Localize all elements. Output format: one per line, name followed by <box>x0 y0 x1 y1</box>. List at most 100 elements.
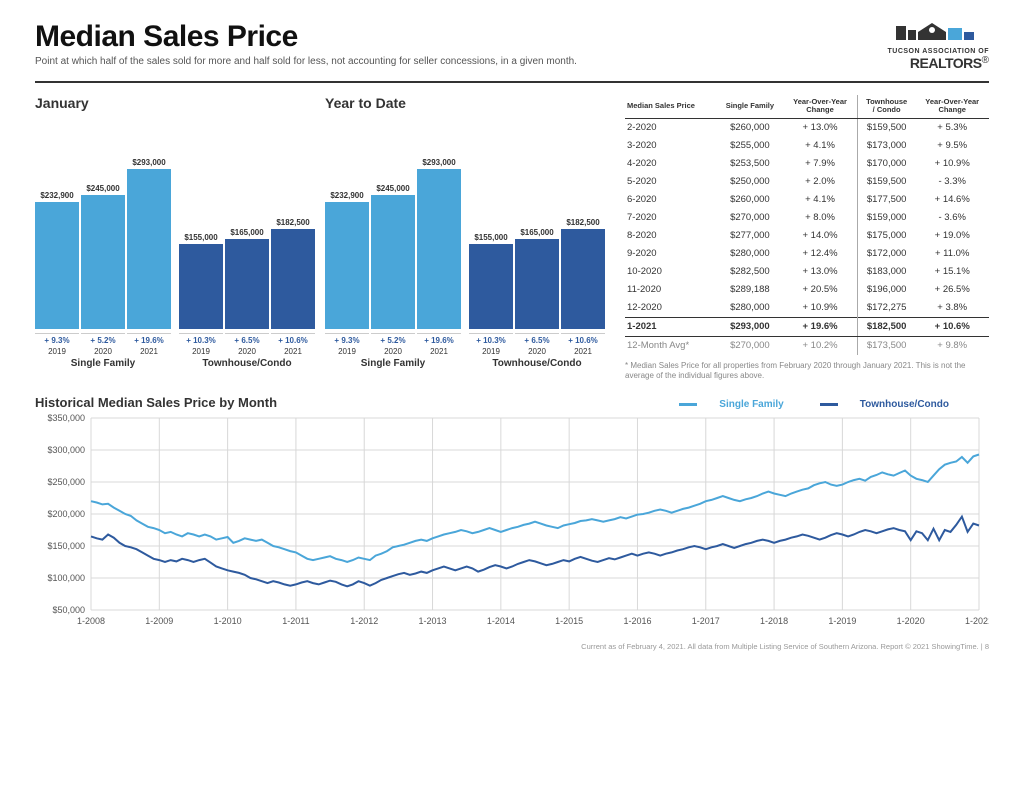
bar-value-label: $293,000 <box>422 158 455 167</box>
table-cell: $170,000 <box>857 155 915 173</box>
table-header: Year-Over-YearChange <box>915 95 989 118</box>
table-cell: $260,000 <box>717 118 784 137</box>
bar-value-label: $165,000 <box>520 228 553 237</box>
table-cell: + 8.0% <box>783 209 857 227</box>
bar-rect <box>561 229 605 329</box>
table-cell: $196,000 <box>857 281 915 299</box>
table-cell: - 3.6% <box>915 209 989 227</box>
table-cell: + 10.9% <box>783 299 857 318</box>
line-chart-section: Historical Median Sales Price by Month S… <box>35 395 989 632</box>
logo-line1: TUCSON ASSOCIATION OF <box>888 48 990 55</box>
table-cell: $159,500 <box>857 118 915 137</box>
table-cell: $173,000 <box>857 137 915 155</box>
data-table-section: Median Sales PriceSingle FamilyYear-Over… <box>625 95 989 381</box>
table-cell: 8-2020 <box>625 227 717 245</box>
bar: $232,900 <box>35 191 79 329</box>
table-header: Median Sales Price <box>625 95 717 118</box>
realtors-logo: TUCSON ASSOCIATION OF REALTORS® <box>888 20 990 73</box>
svg-text:1-2013: 1-2013 <box>419 616 447 626</box>
legend-label: Townhouse/Condo <box>860 399 949 410</box>
table-row: 1-2021$293,000+ 19.6%$182,500+ 10.6% <box>625 317 989 336</box>
bar: $245,000 <box>371 184 415 329</box>
line-chart-svg: $50,000$100,000$150,000$200,000$250,000$… <box>35 412 989 632</box>
bar-year: 2020 <box>81 347 125 356</box>
title-block: Median Sales Price Point at which half o… <box>35 20 577 67</box>
table-cell: + 10.2% <box>783 336 857 355</box>
page-header: Median Sales Price Point at which half o… <box>35 20 989 83</box>
bar-charts-section: January$232,900$245,000$293,000$155,000$… <box>35 95 615 381</box>
bar-value-label: $245,000 <box>376 184 409 193</box>
svg-text:1-2014: 1-2014 <box>487 616 515 626</box>
table-cell: $159,000 <box>857 209 915 227</box>
svg-text:$350,000: $350,000 <box>47 413 85 423</box>
bar-year: 2019 <box>325 347 369 356</box>
table-cell: $293,000 <box>717 317 784 336</box>
top-row: January$232,900$245,000$293,000$155,000$… <box>35 95 989 381</box>
table-cell: + 10.6% <box>915 317 989 336</box>
table-cell: $280,000 <box>717 299 784 318</box>
table-cell: + 9.5% <box>915 137 989 155</box>
bar-rect <box>515 239 559 329</box>
table-cell: $175,000 <box>857 227 915 245</box>
legend-label: Single Family <box>719 399 783 410</box>
svg-text:1-2016: 1-2016 <box>623 616 651 626</box>
table-cell: 3-2020 <box>625 137 717 155</box>
table-cell: 12-2020 <box>625 299 717 318</box>
bar-group: $232,900 $245,000 $293,000 <box>325 158 461 329</box>
table-cell: + 20.5% <box>783 281 857 299</box>
bar-year: 2021 <box>561 347 605 356</box>
bar-year: 2020 <box>225 347 269 356</box>
table-cell: $260,000 <box>717 191 784 209</box>
bar-panel-title: January <box>35 95 315 111</box>
table-row: 3-2020$255,000+ 4.1%$173,000+ 9.5% <box>625 137 989 155</box>
svg-text:$150,000: $150,000 <box>47 541 85 551</box>
svg-text:1-2021: 1-2021 <box>965 616 989 626</box>
bar-value-label: $245,000 <box>86 184 119 193</box>
table-cell: + 19.0% <box>915 227 989 245</box>
bar-rect <box>35 202 79 329</box>
bar-rect <box>371 195 415 329</box>
bar-pct: + 10.3% <box>179 333 223 347</box>
table-cell: + 5.3% <box>915 118 989 137</box>
table-row: 4-2020$253,500+ 7.9%$170,000+ 10.9% <box>625 155 989 173</box>
bar-panel: Year to Date$232,900$245,000$293,000$155… <box>325 95 605 381</box>
table-cell: 2-2020 <box>625 118 717 137</box>
table-cell: $270,000 <box>717 336 784 355</box>
bar-category-label: Townhouse/Condo <box>469 358 605 369</box>
table-cell: 9-2020 <box>625 245 717 263</box>
table-row: 9-2020$280,000+ 12.4%$172,000+ 11.0% <box>625 245 989 263</box>
table-cell: $289,188 <box>717 281 784 299</box>
bar-year: 2021 <box>127 347 171 356</box>
bar-area: $232,900$245,000$293,000$155,000$165,000… <box>35 159 315 329</box>
bar: $182,500 <box>271 218 315 329</box>
svg-text:$50,000: $50,000 <box>52 605 85 615</box>
bar-rect <box>127 169 171 329</box>
table-cell: 6-2020 <box>625 191 717 209</box>
bar-value-label: $232,900 <box>330 191 363 200</box>
table-row: 7-2020$270,000+ 8.0%$159,000- 3.6% <box>625 209 989 227</box>
table-cell: $280,000 <box>717 245 784 263</box>
bar-value-label: $182,500 <box>566 218 599 227</box>
table-cell: + 15.1% <box>915 263 989 281</box>
bar: $293,000 <box>127 158 171 329</box>
svg-text:$200,000: $200,000 <box>47 509 85 519</box>
svg-text:1-2010: 1-2010 <box>214 616 242 626</box>
bar-rect <box>271 229 315 329</box>
table-cell: $182,500 <box>857 317 915 336</box>
bar-value-label: $232,900 <box>40 191 73 200</box>
svg-text:1-2019: 1-2019 <box>828 616 856 626</box>
bar-pct: + 9.3% <box>325 333 369 347</box>
bar-pct: + 9.3% <box>35 333 79 347</box>
bar-panel: January$232,900$245,000$293,000$155,000$… <box>35 95 315 381</box>
bar-value-label: $293,000 <box>132 158 165 167</box>
bar-group: $232,900 $245,000 $293,000 <box>35 158 171 329</box>
table-cell: + 7.9% <box>783 155 857 173</box>
bar-rect <box>417 169 461 329</box>
table-cell: $172,275 <box>857 299 915 318</box>
table-cell: + 14.0% <box>783 227 857 245</box>
data-table: Median Sales PriceSingle FamilyYear-Over… <box>625 95 989 355</box>
table-cell: + 26.5% <box>915 281 989 299</box>
svg-text:1-2018: 1-2018 <box>760 616 788 626</box>
bar-pct: + 10.3% <box>469 333 513 347</box>
table-cell: + 4.1% <box>783 191 857 209</box>
